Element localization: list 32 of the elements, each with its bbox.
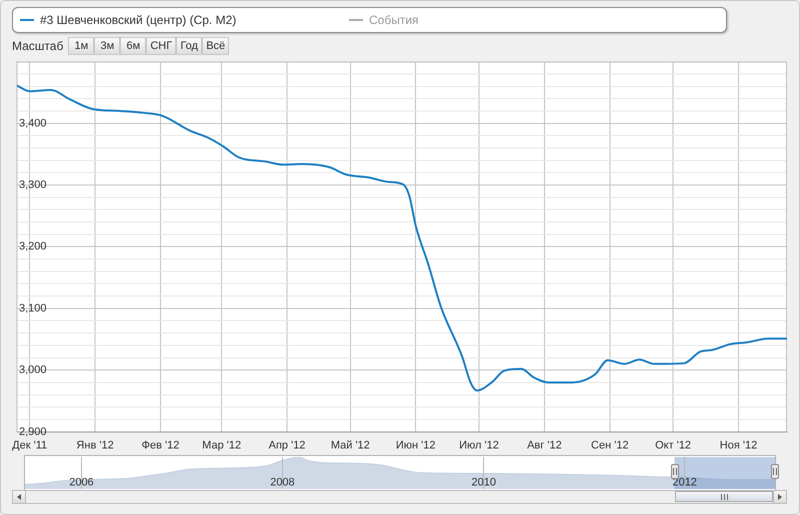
zoom-button: 1м [68, 37, 94, 55]
x-tick-label: Ноя '12 [720, 439, 758, 452]
x-tick-label: Авг '12 [527, 439, 562, 452]
y-tick-label: 3,000 [19, 364, 47, 376]
x-tick-label: Мар '12 [202, 439, 242, 452]
x-tick-label: 2006 [69, 476, 94, 488]
legend-label: События [369, 13, 419, 27]
text: Масштаб [12, 39, 64, 53]
y-tick-label: 2,900 [19, 426, 47, 438]
legend-label: #3 Шевченковский (центр) (Ср. М2) [40, 13, 236, 27]
zoom-button: Всё [202, 37, 230, 55]
x-tick-label: Окт '12 [655, 439, 692, 452]
y-tick-label: 3,300 [19, 179, 47, 192]
x-tick-label: Сен '12 [591, 439, 629, 452]
x-tick-label: Янв '12 [76, 439, 114, 452]
x-tick-label: Дек '11 [12, 439, 48, 452]
zoom-button: Год [176, 37, 202, 55]
y-tick-label: 3,200 [19, 240, 47, 253]
x-tick-label: 2010 [471, 476, 496, 488]
x-tick-label: 2008 [270, 476, 295, 488]
x-tick-label: Июн '12 [396, 439, 436, 452]
x-tick-label: Фев '12 [142, 439, 180, 452]
x-tick-label: 2012 [672, 476, 697, 488]
x-tick-label: Апр '12 [268, 439, 306, 452]
x-tick-label: Май '12 [330, 439, 370, 452]
zoom-button: 6м [120, 37, 146, 55]
line-series [17, 84, 787, 392]
y-tick-label: 3,100 [19, 302, 47, 314]
x-tick-label: Июл '12 [459, 439, 499, 452]
y-tick-label: 3,400 [19, 117, 47, 130]
zoom-button: СНГ [146, 37, 176, 55]
zoom-button: 3м [94, 37, 120, 55]
